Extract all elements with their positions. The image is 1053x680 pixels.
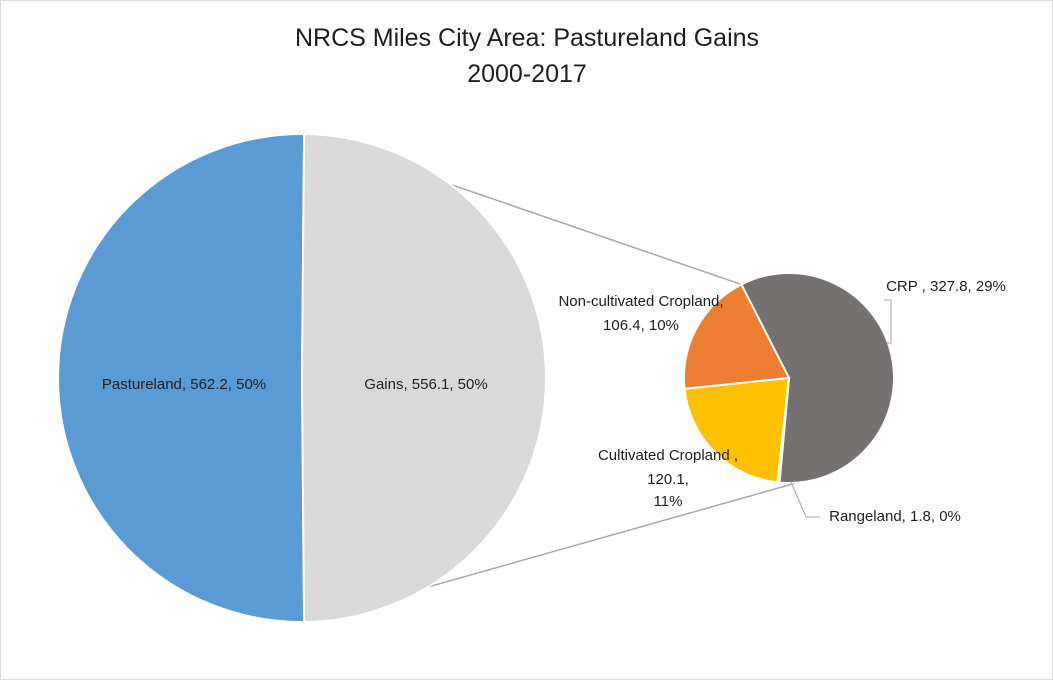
data-label-crp: CRP , 327.8, 29%: [886, 278, 1006, 295]
chart-title-line-2: 2000-2017: [467, 60, 587, 88]
slice-pastureland: [56, 133, 306, 623]
slice-cultivated-cropland: [683, 376, 791, 484]
leader-line-rangeland: [790, 481, 820, 518]
chart-title-line-1: NRCS Miles City Area: Pastureland Gains: [295, 24, 759, 52]
data-label-non-cultivated-cropland-line-1: Non-cultivated Cropland,: [558, 293, 723, 310]
slice-non-cultivated-cropland: [683, 283, 791, 390]
leader-line-crp: [884, 299, 892, 344]
data-label-rangeland: Rangeland, 1.8, 0%: [829, 508, 961, 525]
data-label-gains: Gains, 556.1, 50%: [364, 376, 487, 393]
slice-gains: [300, 132, 547, 624]
data-label-cultivated-cropland-line-3: 11%: [654, 493, 683, 510]
slice-crp: [739, 272, 895, 484]
data-label-non-cultivated-cropland-line-2: 106.4, 10%: [603, 317, 679, 334]
data-label-cultivated-cropland-line-2: 120.1,: [647, 471, 689, 488]
data-label-pastureland: Pastureland, 562.2, 50%: [102, 376, 266, 393]
data-label-cultivated-cropland-line-1: Cultivated Cropland ,: [598, 447, 738, 464]
